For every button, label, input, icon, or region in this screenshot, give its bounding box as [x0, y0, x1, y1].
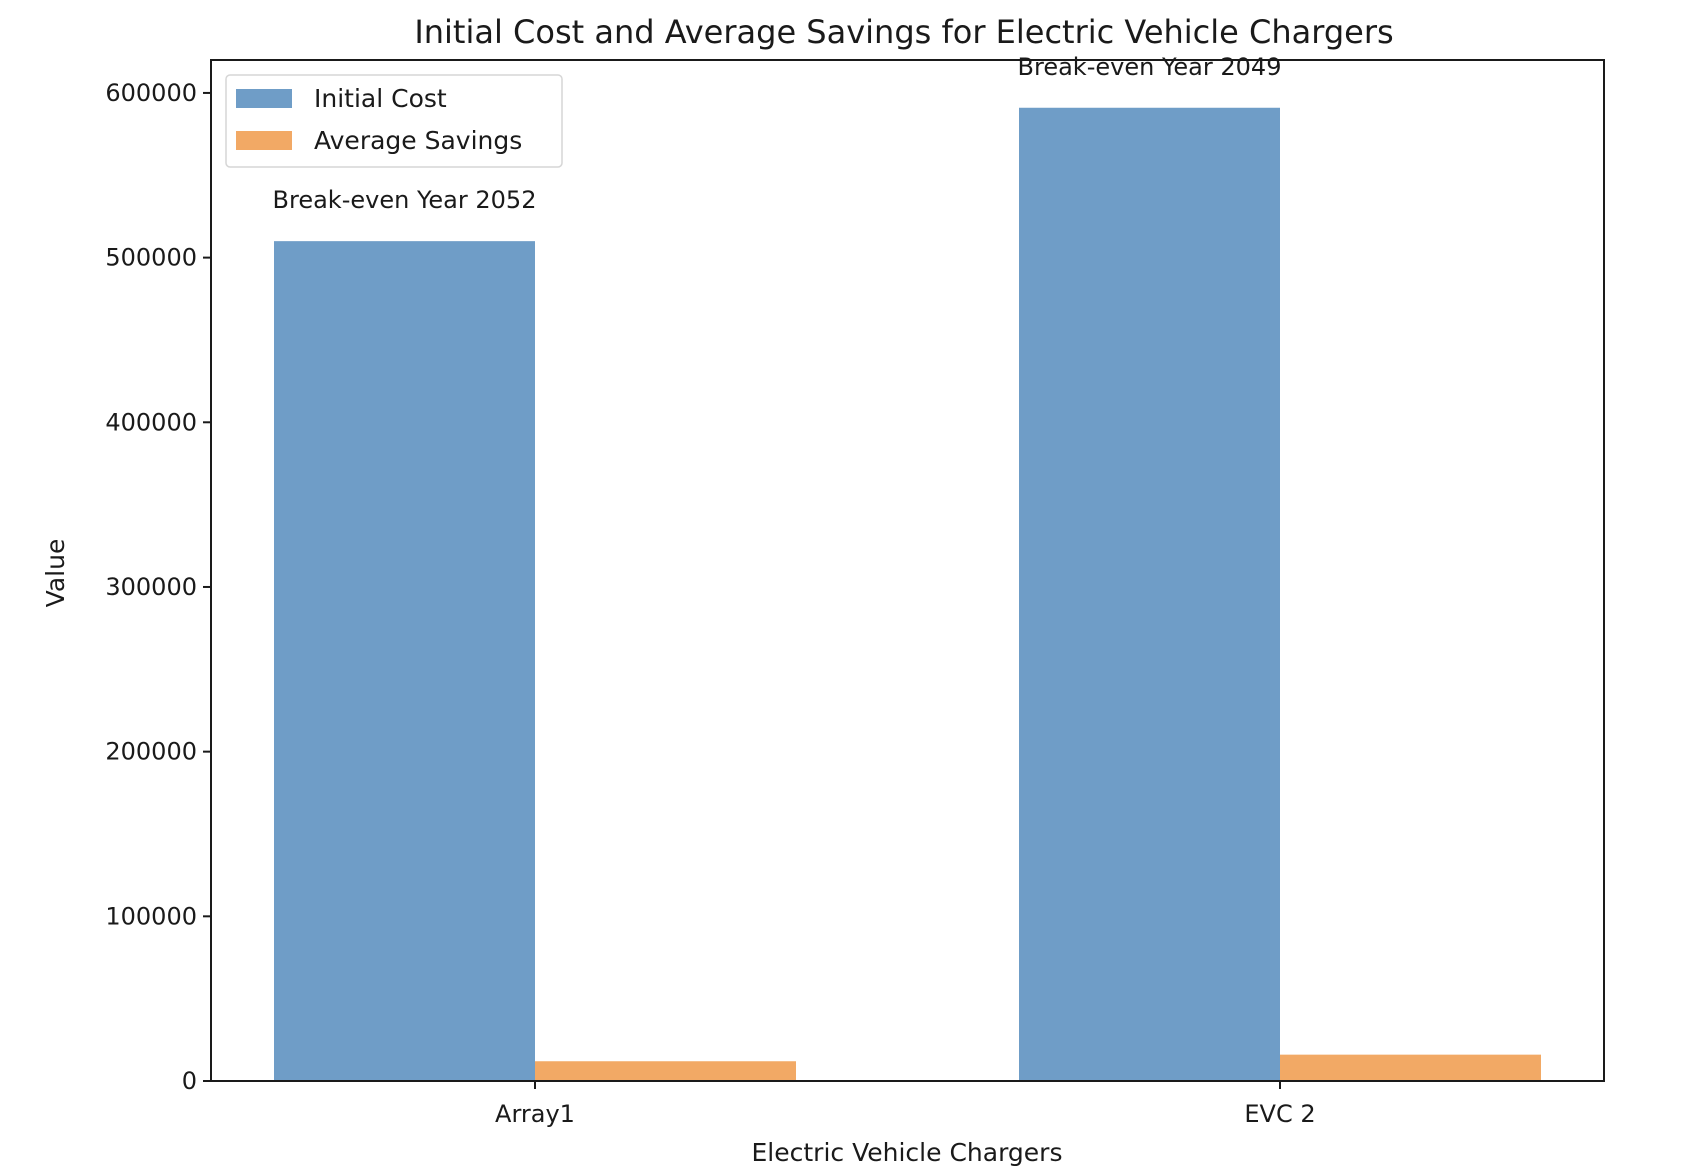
legend: Initial Cost Average Savings	[225, 74, 563, 168]
bar-initial-cost-1	[1019, 107, 1280, 1081]
y-tick-label: 500000	[105, 244, 197, 272]
y-tick-label: 0	[182, 1067, 197, 1095]
legend-swatch-initial-cost	[236, 89, 292, 108]
x-tick-label: Array1	[495, 1100, 575, 1128]
bars-layer	[274, 107, 1541, 1082]
break-even-annotation: Break-even Year 2052	[273, 186, 537, 214]
legend-label-average-savings: Average Savings	[314, 126, 522, 155]
bar-initial-cost-0	[274, 241, 535, 1082]
y-tick-label: 300000	[105, 573, 197, 601]
y-tick-label: 100000	[105, 902, 197, 930]
y-axis: 0 100000 200000 300000 400000 500000 600000	[105, 79, 211, 1095]
chart-title: Initial Cost and Average Savings for Ele…	[414, 13, 1393, 51]
legend-label-initial-cost: Initial Cost	[314, 84, 447, 113]
legend-swatch-average-savings	[236, 131, 292, 150]
x-tick-label: EVC 2	[1244, 1100, 1315, 1128]
x-axis-label: Electric Vehicle Chargers	[752, 1138, 1063, 1167]
annotations-layer: Break-even Year 2052 Break-even Year 2049	[273, 53, 1282, 214]
plot-frame	[210, 59, 1605, 1082]
y-tick-label: 400000	[105, 408, 197, 436]
y-tick-label: 200000	[105, 738, 197, 766]
bar-average-savings-1	[1280, 1054, 1541, 1081]
bar-average-savings-0	[535, 1061, 796, 1081]
y-axis-label: Value	[41, 539, 70, 608]
y-tick-label: 600000	[105, 79, 197, 107]
legend-box	[225, 74, 563, 168]
break-even-annotation: Break-even Year 2049	[1018, 53, 1282, 81]
x-axis: Array1 EVC 2	[495, 1081, 1316, 1128]
